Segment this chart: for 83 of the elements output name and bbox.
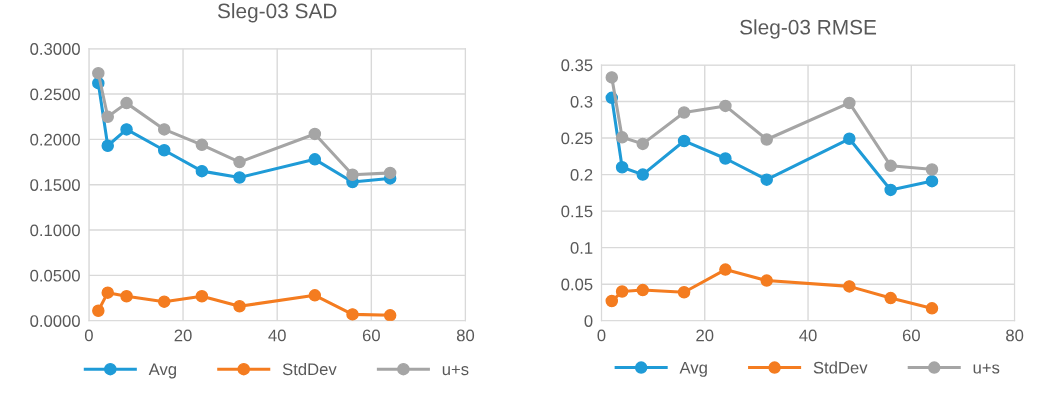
chart-title: Sleg-03 RMSE xyxy=(740,19,877,39)
point xyxy=(120,123,133,136)
point xyxy=(677,106,691,119)
point xyxy=(719,263,732,276)
x-tick-label: 20 xyxy=(696,329,714,342)
point xyxy=(383,166,397,180)
point xyxy=(120,96,133,110)
point xyxy=(120,290,133,303)
x-tick-label: 0 xyxy=(84,329,93,342)
x-tick-label: 80 xyxy=(456,329,475,342)
point xyxy=(925,174,939,188)
x-tick-label: 40 xyxy=(268,329,286,342)
point xyxy=(719,99,732,113)
y-tick-label: 0.1 xyxy=(570,242,593,254)
point xyxy=(636,137,650,151)
y-tick-label: 0.3000 xyxy=(30,43,80,55)
legend-label: StdDev xyxy=(282,362,337,376)
point xyxy=(615,285,629,298)
point xyxy=(884,183,897,197)
point xyxy=(605,294,619,308)
point xyxy=(195,138,209,152)
point xyxy=(843,96,856,110)
y-tick-label: 0.25 xyxy=(561,132,593,145)
y-tick-label: 0.0000 xyxy=(30,315,80,327)
point xyxy=(101,139,114,152)
point xyxy=(884,291,897,305)
y-tick-label: 0.1500 xyxy=(30,179,80,191)
x-tick-label: 0 xyxy=(597,329,606,342)
point xyxy=(843,132,856,146)
point xyxy=(884,159,897,173)
point xyxy=(760,274,773,287)
x-tick-label: 60 xyxy=(902,329,920,342)
y-tick-label: 0 xyxy=(584,315,593,327)
point xyxy=(760,133,773,146)
y-tick-label: 0.0500 xyxy=(30,269,80,282)
point xyxy=(636,283,650,297)
point xyxy=(195,290,209,303)
legend-label: u+s xyxy=(973,363,1000,374)
point xyxy=(233,299,246,313)
x-tick-label: 60 xyxy=(362,329,380,342)
point xyxy=(157,144,171,157)
point xyxy=(233,171,246,184)
x-tick-label: 20 xyxy=(174,329,192,342)
y-tick-label: 0.2 xyxy=(570,168,593,181)
legend-label: u+s xyxy=(442,365,469,376)
point xyxy=(615,131,629,144)
point xyxy=(605,71,619,84)
point xyxy=(677,285,691,299)
point xyxy=(308,289,322,302)
y-tick-label: 0.2500 xyxy=(30,88,80,101)
chart-title: Sleg-03 SAD xyxy=(217,3,337,23)
point xyxy=(308,153,322,166)
point xyxy=(677,134,691,148)
point xyxy=(157,123,171,136)
point xyxy=(760,173,773,186)
x-tick-label: 80 xyxy=(1006,329,1024,342)
y-tick-label: 0.3 xyxy=(570,95,593,108)
y-tick-label: 0.15 xyxy=(561,205,593,218)
point xyxy=(92,304,105,318)
y-tick-label: 0.05 xyxy=(561,278,593,291)
point xyxy=(195,164,209,178)
x-tick-label: 40 xyxy=(799,329,817,342)
point xyxy=(346,308,359,321)
legend-label: Avg xyxy=(679,361,707,377)
point xyxy=(719,152,732,165)
legend-label: Avg xyxy=(148,363,176,379)
y-tick-label: 0.35 xyxy=(561,59,593,72)
point xyxy=(101,286,114,299)
y-tick-label: 0.2000 xyxy=(30,133,80,146)
point xyxy=(925,302,939,315)
point xyxy=(308,127,322,141)
point xyxy=(92,66,105,80)
point xyxy=(843,280,856,293)
point xyxy=(615,161,629,174)
point xyxy=(636,168,650,181)
point xyxy=(101,110,114,123)
point xyxy=(925,163,939,176)
point xyxy=(346,168,359,182)
point xyxy=(383,309,397,321)
y-tick-label: 0.1000 xyxy=(30,224,80,237)
legend-label: StdDev xyxy=(813,361,868,374)
point xyxy=(233,155,246,169)
point xyxy=(157,295,171,308)
